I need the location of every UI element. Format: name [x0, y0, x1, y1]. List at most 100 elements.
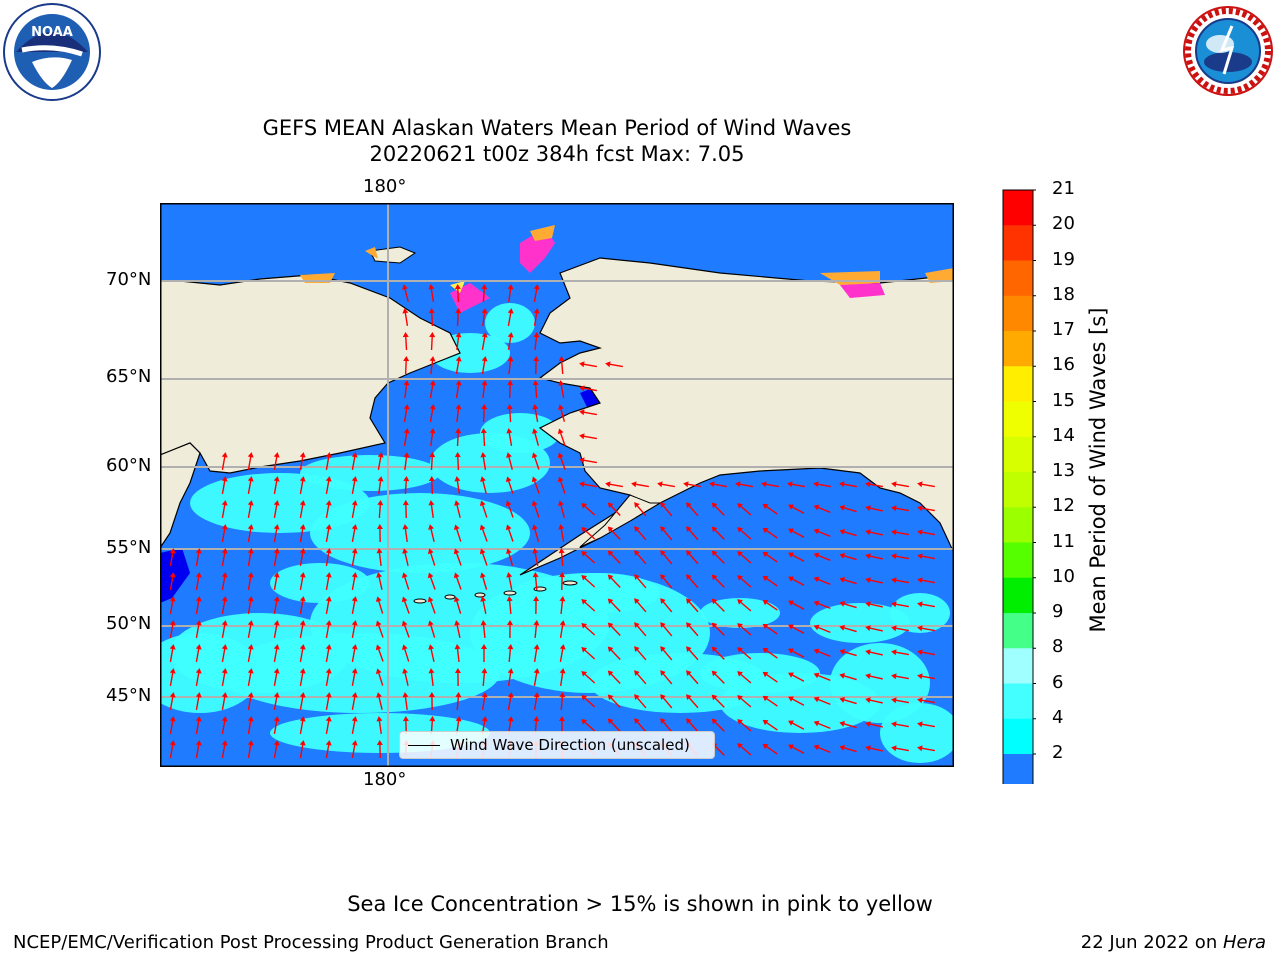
wind-wave-arrow — [195, 740, 202, 758]
wind-wave-arrow — [711, 694, 725, 708]
colorbar-segment — [1003, 295, 1033, 332]
arrow-shaft — [635, 600, 647, 613]
wind-wave-arrow — [557, 428, 566, 446]
arrow-shaft — [790, 505, 805, 514]
arrow-head — [375, 596, 382, 603]
arrow-shaft — [273, 646, 278, 662]
arrow-shaft — [221, 694, 226, 710]
arrow-shaft — [481, 334, 486, 350]
arrow-shaft — [738, 504, 752, 516]
wind-wave-arrow — [917, 529, 935, 536]
arrow-head — [299, 452, 306, 458]
wind-wave-arrow — [428, 476, 435, 495]
arrow-head — [351, 500, 358, 506]
arrow-shaft — [299, 718, 304, 734]
wind-wave-arrow — [195, 620, 202, 638]
wind-wave-arrow — [325, 716, 332, 734]
wind-wave-arrow — [711, 622, 725, 636]
wind-wave-arrow — [813, 744, 831, 753]
arrow-shaft — [661, 551, 673, 565]
arrow-shaft — [609, 576, 621, 589]
arrow-shaft — [169, 598, 174, 614]
wind-wave-arrow — [839, 481, 857, 488]
arrow-head — [839, 600, 846, 607]
arrow-shaft — [482, 454, 487, 470]
arrow-head — [839, 624, 846, 631]
wind-wave-arrow — [660, 670, 673, 685]
wind-wave-arrow — [865, 649, 883, 656]
arrow-head — [865, 481, 871, 488]
arrow-head — [480, 620, 487, 626]
arrow-head — [401, 620, 408, 627]
arrow-head — [429, 332, 436, 338]
arrow-shaft — [221, 550, 226, 566]
arrow-shaft — [713, 576, 725, 588]
arrow-shaft — [273, 598, 278, 614]
arrow-shaft — [247, 646, 252, 662]
wind-wave-arrow — [376, 740, 383, 759]
arrow-head — [479, 572, 486, 579]
wind-wave-arrow — [735, 481, 753, 488]
wind-wave-arrow — [711, 502, 725, 516]
wind-wave-arrow — [325, 572, 332, 590]
arrow-shaft — [560, 358, 564, 375]
arrow-head — [579, 457, 585, 464]
wind-wave-arrow — [607, 526, 621, 541]
sea-ice-note: Sea Ice Concentration > 15% is shown in … — [347, 892, 933, 916]
arrow-head — [891, 745, 897, 752]
arrow-head — [839, 696, 846, 703]
arrow-head — [402, 524, 409, 530]
wind-wave-arrow — [351, 740, 358, 758]
arrow-head — [221, 740, 228, 746]
arrow-shaft — [893, 531, 909, 536]
arrow-head — [660, 694, 666, 700]
arrow-head — [839, 528, 846, 535]
colorbar-frame — [1002, 189, 1034, 784]
arrow-head — [299, 668, 306, 674]
arrow-shaft — [456, 430, 460, 447]
wind-wave-arrow — [401, 620, 410, 638]
arrow-head — [376, 740, 383, 746]
arrow-shaft — [764, 553, 778, 563]
arrow-shaft — [456, 334, 460, 351]
wind-wave-arrow — [169, 740, 176, 758]
wind-wave-arrow — [453, 524, 462, 542]
arrow-head — [737, 575, 743, 581]
arrow-shaft — [455, 599, 462, 614]
arrow-head — [762, 599, 769, 606]
arrow-shaft — [481, 575, 488, 590]
arrow-head — [634, 574, 640, 580]
arrow-shaft — [687, 720, 699, 733]
arrow-head — [533, 308, 540, 314]
arrow-shaft — [481, 551, 488, 566]
wind-wave-arrow — [247, 596, 254, 614]
arrow-head — [221, 452, 228, 458]
wind-wave-arrow — [762, 503, 778, 515]
arrow-shaft — [273, 574, 278, 590]
wind-wave-arrow — [195, 548, 202, 566]
wind-wave-arrow — [686, 502, 699, 517]
wind-wave-arrow — [762, 551, 778, 563]
wind-wave-arrow — [891, 553, 909, 560]
arrow-head — [581, 550, 588, 557]
wind-wave-arrow — [559, 668, 566, 687]
arrow-shaft — [737, 483, 753, 488]
wind-wave-arrow — [299, 572, 306, 590]
arrow-shaft — [325, 694, 330, 710]
wind-wave-arrow — [195, 572, 202, 590]
colorbar-tick-label: 8 — [1052, 636, 1064, 658]
wind-wave-arrow — [711, 646, 725, 660]
arrow-head — [737, 695, 743, 701]
wind-wave-arrow — [428, 644, 435, 662]
colorbar-tick-label: 10 — [1052, 565, 1075, 587]
wind-wave-arrow — [375, 620, 384, 638]
arrow-shaft — [404, 310, 409, 326]
arrow-head — [351, 716, 358, 722]
arrow-shaft — [842, 650, 857, 657]
arrow-shaft — [351, 742, 356, 758]
colorbar-tick-label: 9 — [1052, 601, 1064, 622]
arrow-head — [813, 696, 820, 703]
wind-wave-arrow — [711, 526, 725, 540]
arrow-shaft — [764, 529, 778, 539]
arrow-shaft — [403, 406, 408, 422]
